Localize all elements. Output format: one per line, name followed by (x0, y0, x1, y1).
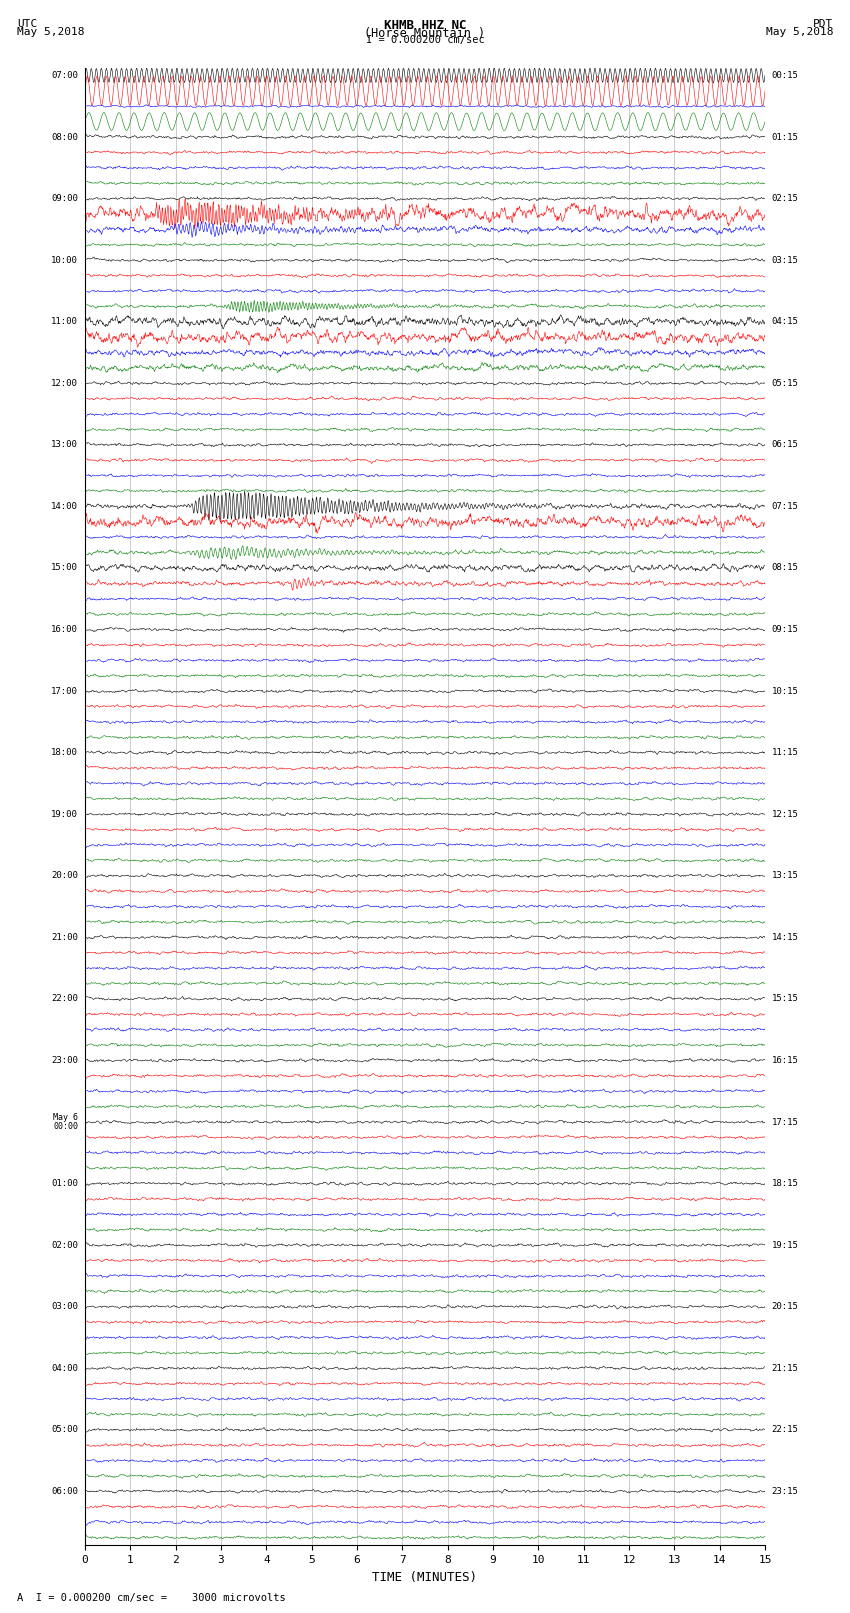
Text: 14:00: 14:00 (51, 502, 78, 511)
Text: 16:00: 16:00 (51, 624, 78, 634)
Text: 21:15: 21:15 (772, 1363, 799, 1373)
Text: 12:15: 12:15 (772, 810, 799, 819)
Text: 07:15: 07:15 (772, 502, 799, 511)
Text: 03:00: 03:00 (51, 1302, 78, 1311)
Text: 00:00: 00:00 (54, 1123, 78, 1131)
Text: PDT: PDT (813, 18, 833, 29)
Text: May 5,2018: May 5,2018 (17, 26, 84, 37)
Text: 13:00: 13:00 (51, 440, 78, 450)
Text: 06:00: 06:00 (51, 1487, 78, 1495)
Text: 02:00: 02:00 (51, 1240, 78, 1250)
Text: 20:15: 20:15 (772, 1302, 799, 1311)
Text: 09:00: 09:00 (51, 194, 78, 203)
Text: (Horse Mountain ): (Horse Mountain ) (365, 26, 485, 40)
Text: 22:00: 22:00 (51, 994, 78, 1003)
Text: 03:15: 03:15 (772, 255, 799, 265)
Text: 11:15: 11:15 (772, 748, 799, 756)
Text: UTC: UTC (17, 18, 37, 29)
Text: 02:15: 02:15 (772, 194, 799, 203)
Text: A  I = 0.000200 cm/sec =    3000 microvolts: A I = 0.000200 cm/sec = 3000 microvolts (17, 1594, 286, 1603)
Text: 11:00: 11:00 (51, 318, 78, 326)
Text: 00:15: 00:15 (772, 71, 799, 81)
Text: 18:00: 18:00 (51, 748, 78, 756)
Text: 09:15: 09:15 (772, 624, 799, 634)
Text: 16:15: 16:15 (772, 1057, 799, 1065)
X-axis label: TIME (MINUTES): TIME (MINUTES) (372, 1571, 478, 1584)
Text: 23:15: 23:15 (772, 1487, 799, 1495)
Text: 17:00: 17:00 (51, 687, 78, 695)
Text: 08:15: 08:15 (772, 563, 799, 573)
Text: 15:15: 15:15 (772, 994, 799, 1003)
Text: 08:00: 08:00 (51, 132, 78, 142)
Text: May 6: May 6 (54, 1113, 78, 1123)
Text: 04:15: 04:15 (772, 318, 799, 326)
Text: 10:15: 10:15 (772, 687, 799, 695)
Text: 15:00: 15:00 (51, 563, 78, 573)
Text: 10:00: 10:00 (51, 255, 78, 265)
Text: 17:15: 17:15 (772, 1118, 799, 1126)
Text: 20:00: 20:00 (51, 871, 78, 881)
Text: 19:15: 19:15 (772, 1240, 799, 1250)
Text: 07:00: 07:00 (51, 71, 78, 81)
Text: 19:00: 19:00 (51, 810, 78, 819)
Text: 13:15: 13:15 (772, 871, 799, 881)
Text: 12:00: 12:00 (51, 379, 78, 387)
Text: 18:15: 18:15 (772, 1179, 799, 1189)
Text: May 5,2018: May 5,2018 (766, 26, 833, 37)
Text: 05:00: 05:00 (51, 1426, 78, 1434)
Text: 21:00: 21:00 (51, 932, 78, 942)
Text: 23:00: 23:00 (51, 1057, 78, 1065)
Text: I = 0.000200 cm/sec: I = 0.000200 cm/sec (366, 35, 484, 45)
Text: 22:15: 22:15 (772, 1426, 799, 1434)
Text: KHMB HHZ NC: KHMB HHZ NC (383, 18, 467, 32)
Text: 06:15: 06:15 (772, 440, 799, 450)
Text: 05:15: 05:15 (772, 379, 799, 387)
Text: 14:15: 14:15 (772, 932, 799, 942)
Text: 04:00: 04:00 (51, 1363, 78, 1373)
Text: 01:15: 01:15 (772, 132, 799, 142)
Text: 01:00: 01:00 (51, 1179, 78, 1189)
